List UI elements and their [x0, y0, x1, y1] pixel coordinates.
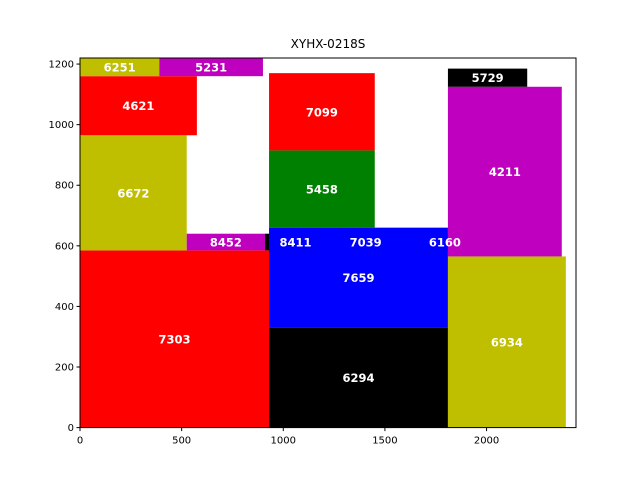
- rect-label-4211: 4211: [489, 165, 521, 179]
- rect-7099: [269, 73, 375, 151]
- rect-7659: [269, 227, 448, 328]
- rect-label-6294: 6294: [342, 371, 374, 385]
- rect-label-8452: 8452: [210, 236, 242, 250]
- rect-8452: [186, 233, 265, 251]
- rect-6672: [80, 135, 187, 251]
- rect-4211: [447, 86, 562, 257]
- rect-6294: [269, 327, 448, 428]
- y-tick-label: 1000: [49, 120, 74, 131]
- rect-labels-layer: 7303 6672 4621 6251 5231 8452 8411 7039 6160 6294…: [104, 61, 523, 386]
- y-tick-label: 600: [55, 241, 74, 252]
- y-axis: 0 200 400 600 800 1000 1200: [49, 60, 80, 434]
- rect-6934: [447, 256, 566, 428]
- rect-4621: [80, 76, 197, 136]
- x-axis: 0 500 1000 1500 2000: [77, 427, 499, 447]
- x-tick-label: 1000: [271, 436, 296, 447]
- y-tick-label: 800: [55, 181, 74, 192]
- y-tick-label: 0: [68, 423, 74, 434]
- rect-label-7303: 7303: [159, 332, 191, 346]
- rect-label-7659: 7659: [342, 271, 374, 285]
- chart-title: XYHX-0218S: [291, 37, 366, 51]
- rect-label-6672: 6672: [117, 186, 149, 200]
- y-tick-label: 200: [55, 363, 74, 374]
- rect-label-6160: 6160: [429, 236, 461, 250]
- rect-6251: [80, 58, 160, 77]
- rect-5729: [447, 68, 528, 87]
- x-tick-label: 0: [77, 436, 83, 447]
- x-tick-label: 500: [172, 436, 191, 447]
- plot-frame: [79, 57, 577, 429]
- x-tick-label: 1500: [372, 436, 397, 447]
- y-tick-label: 400: [55, 302, 74, 313]
- rect-label-6251: 6251: [104, 61, 136, 75]
- rect-label-6934: 6934: [491, 336, 523, 350]
- rect-5231: [159, 58, 263, 77]
- rect-label-5231: 5231: [195, 61, 227, 75]
- rect-5458: [269, 150, 375, 228]
- x-tick-label: 2000: [474, 436, 499, 447]
- rect-label-8411: 8411: [279, 236, 311, 250]
- rect-label-4621: 4621: [122, 99, 154, 113]
- y-tick-label: 1200: [49, 60, 74, 71]
- rect-label-5729: 5729: [472, 71, 504, 85]
- rect-label-7039: 7039: [350, 236, 382, 250]
- rects-layer: [80, 58, 566, 428]
- rect-7303: [80, 250, 270, 428]
- rect-label-7099: 7099: [306, 105, 338, 119]
- rect-label-5458: 5458: [306, 183, 338, 197]
